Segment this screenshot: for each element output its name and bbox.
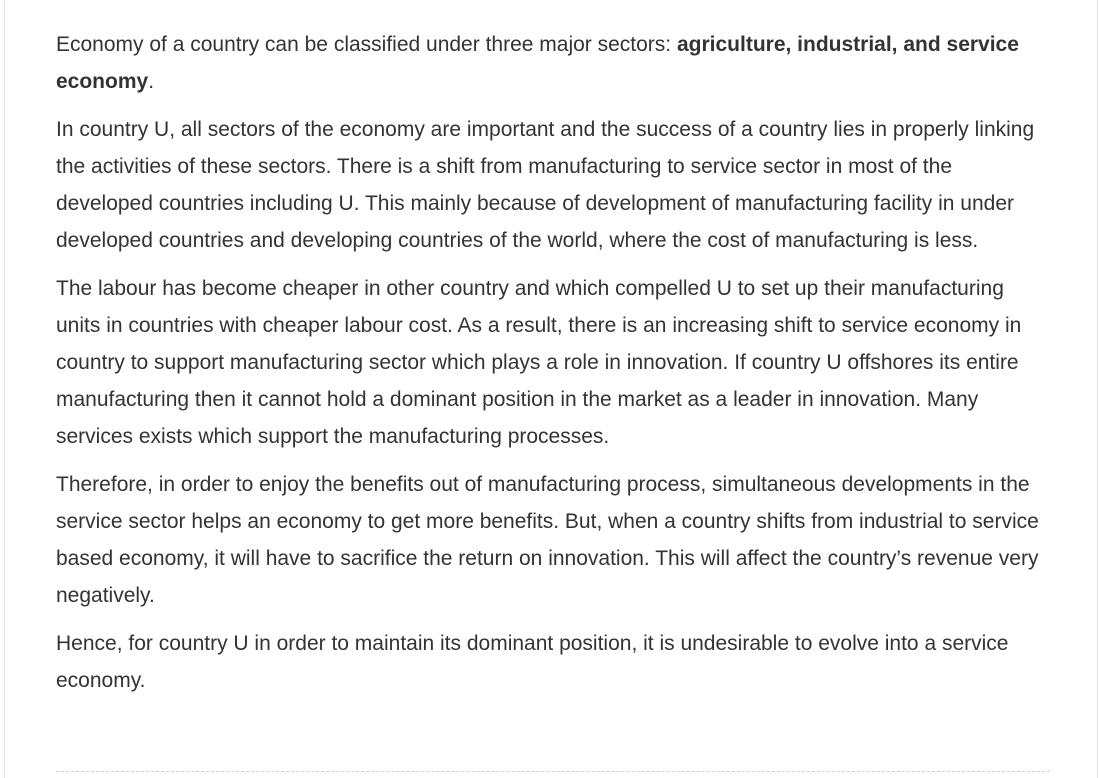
- answer-body: Economy of a country can be classified u…: [56, 26, 1052, 710]
- paragraph-intro: Economy of a country can be classified u…: [56, 26, 1052, 100]
- paragraph-labour-cost: The labour has become cheaper in other c…: [56, 277, 1022, 448]
- paragraph-sector-shift: In country U, all sectors of the economy…: [56, 118, 1035, 252]
- answer-panel: Economy of a country can be classified u…: [4, 0, 1098, 778]
- section-divider: [56, 771, 1050, 772]
- paragraph-intro-bold: agriculture, industrial, and service eco…: [56, 33, 1019, 93]
- paragraph-conclusion: Hence, for country U in order to maintai…: [56, 632, 1009, 692]
- paragraph-intro-end: .: [148, 70, 155, 93]
- paragraph-intro-text: Economy of a country can be classified u…: [56, 33, 677, 56]
- paragraph-innovation: Therefore, in order to enjoy the benefit…: [56, 473, 1039, 607]
